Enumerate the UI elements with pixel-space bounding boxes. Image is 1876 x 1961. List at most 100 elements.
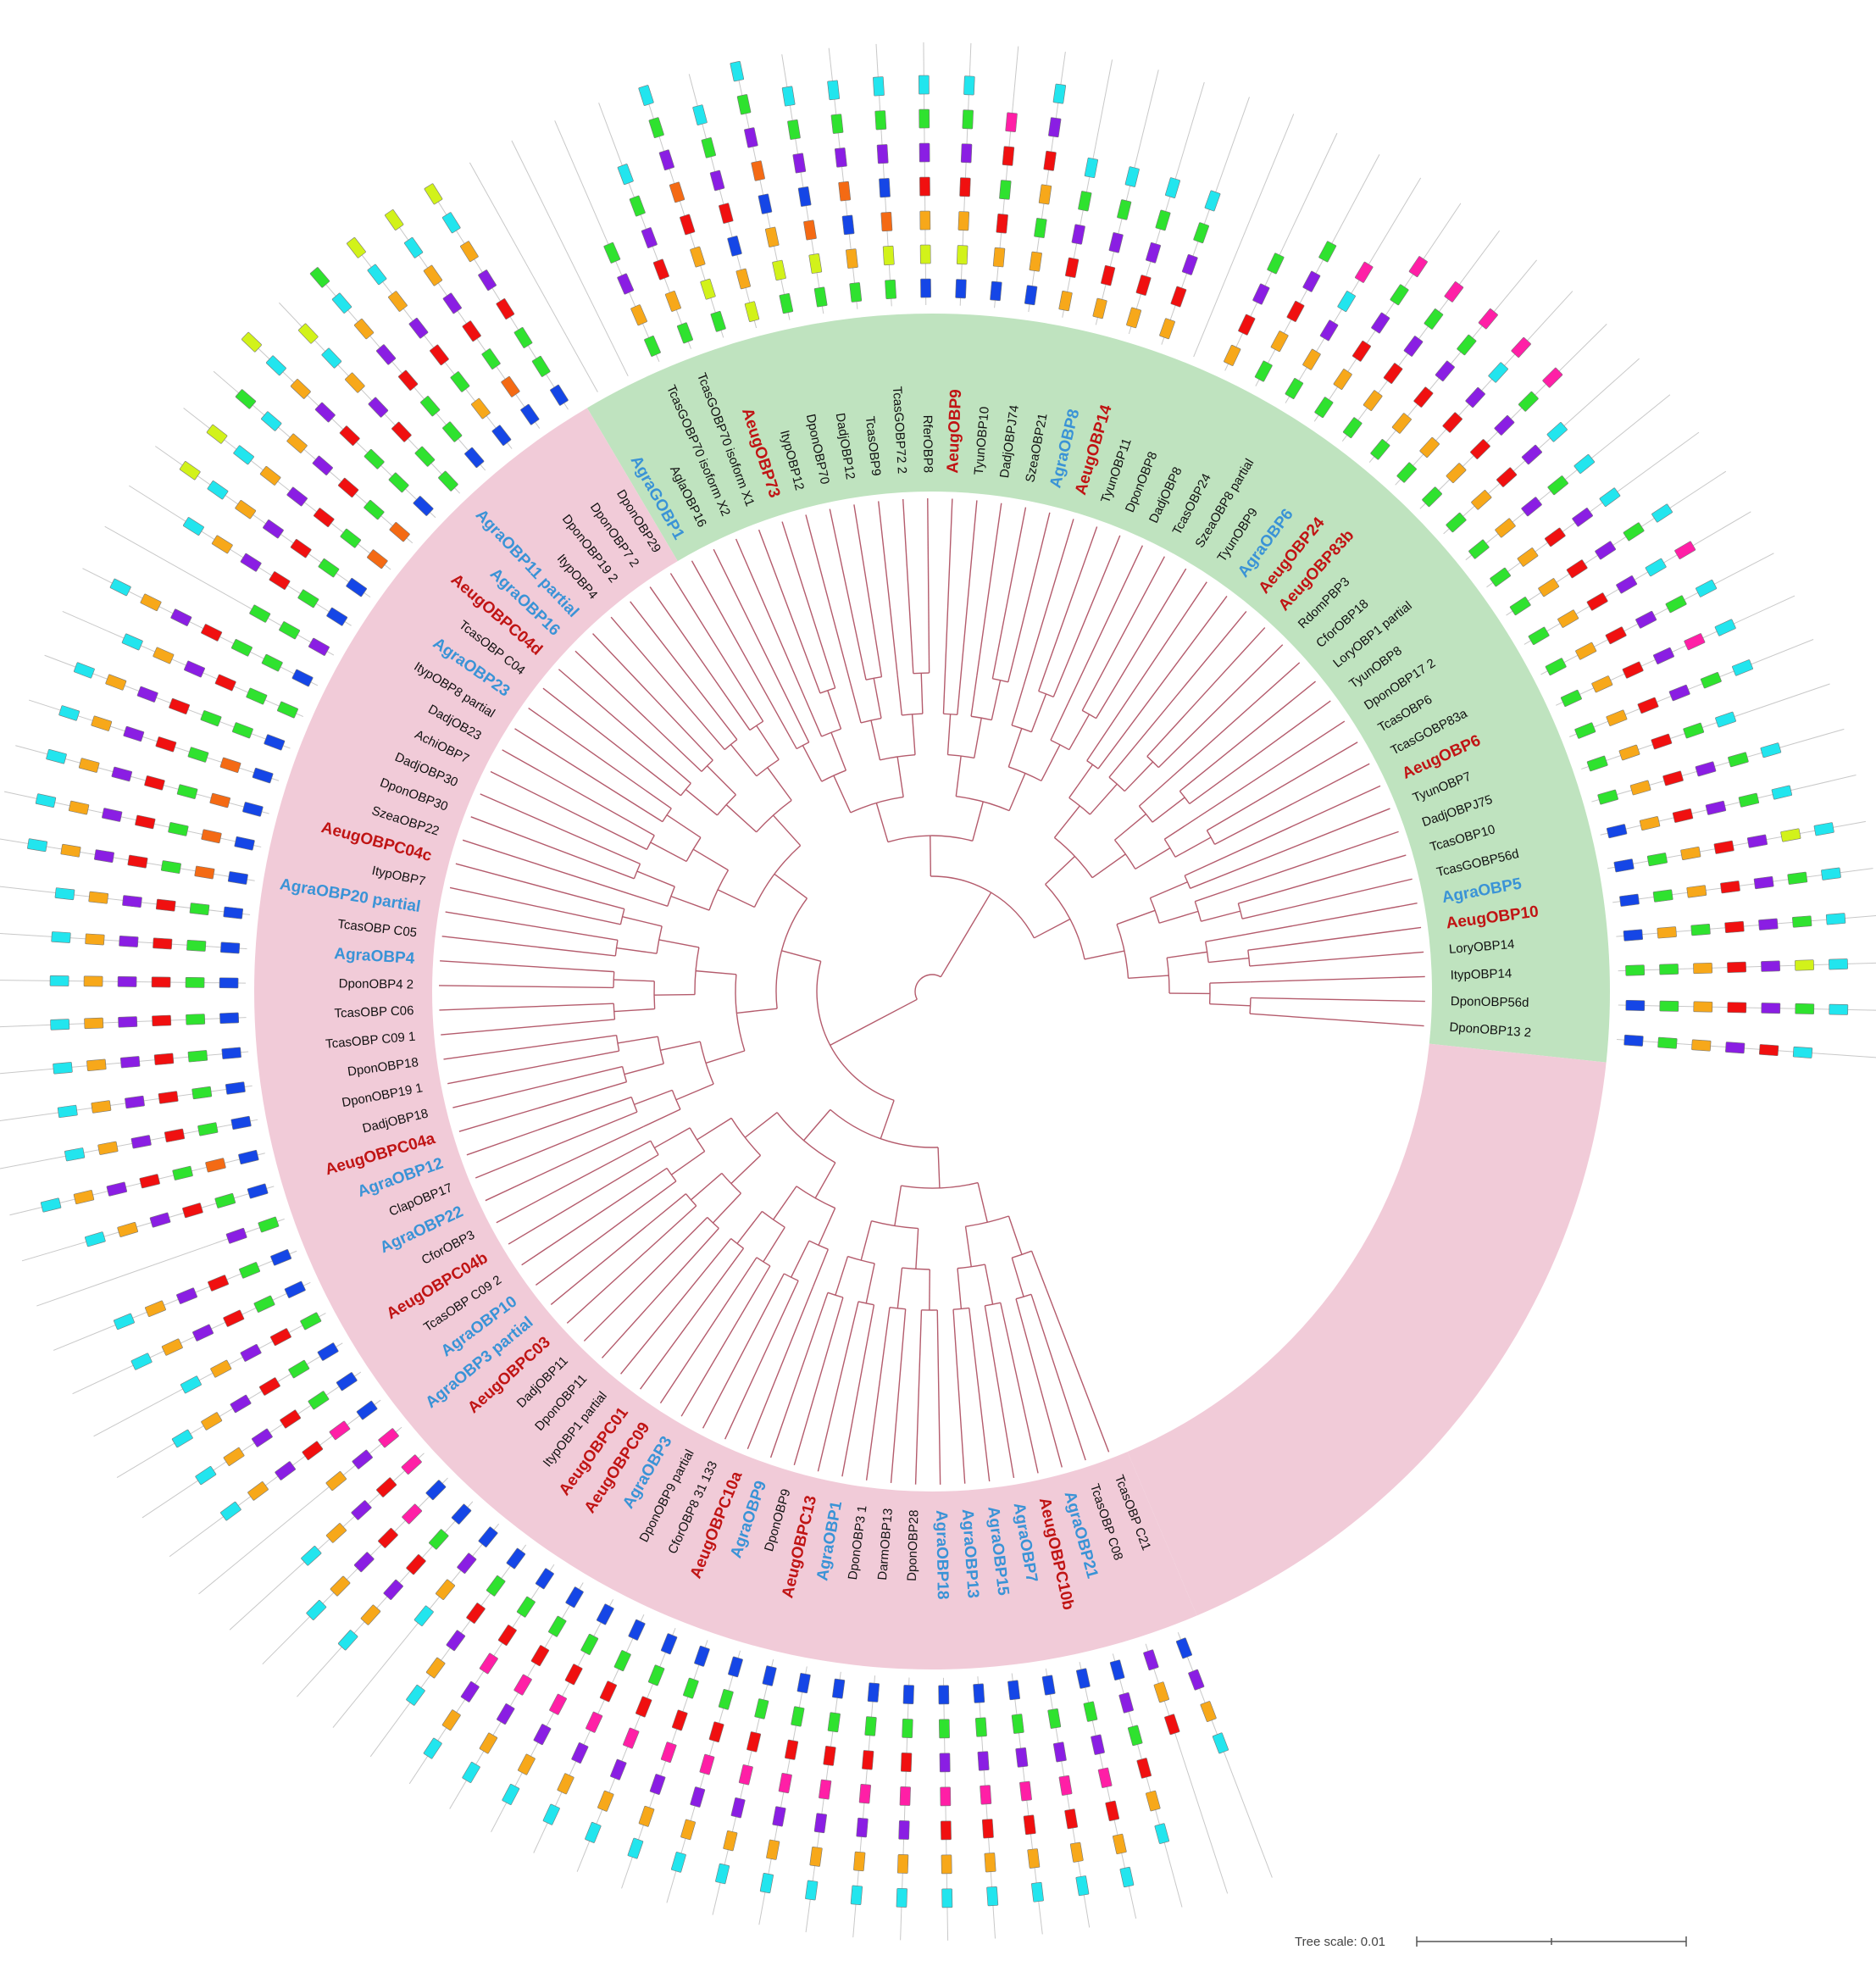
motif-box-blue bbox=[841, 214, 855, 236]
motif-box-magenta bbox=[401, 1454, 422, 1475]
motif-box-blue bbox=[1024, 285, 1038, 306]
motif-box-green bbox=[1422, 486, 1442, 508]
branch bbox=[984, 1264, 994, 1305]
motif-box-magenta bbox=[1444, 281, 1464, 303]
motif-box-purple bbox=[1371, 312, 1390, 334]
motif-box-blue bbox=[879, 178, 891, 198]
motif-box-orange bbox=[597, 1790, 614, 1812]
motif-box-purple bbox=[225, 1227, 247, 1244]
branch bbox=[649, 586, 751, 731]
branch bbox=[656, 925, 663, 954]
motif-box-magenta bbox=[819, 1779, 832, 1800]
motif-box-blue bbox=[284, 1280, 306, 1298]
motif-box-red bbox=[258, 1377, 280, 1396]
branch bbox=[835, 1256, 849, 1296]
branch bbox=[1233, 831, 1399, 889]
motif-box-green bbox=[974, 1717, 987, 1737]
branch bbox=[692, 848, 729, 871]
motif-box-green bbox=[288, 1359, 310, 1379]
motif-box-purple bbox=[442, 292, 462, 314]
branch bbox=[490, 770, 647, 850]
motif-box-purple bbox=[1725, 1042, 1746, 1054]
branch bbox=[514, 728, 663, 823]
motif-box-purple bbox=[617, 273, 635, 295]
motif-box-green bbox=[1665, 595, 1687, 614]
branch bbox=[680, 1265, 771, 1417]
branch bbox=[666, 814, 702, 838]
motif-box-magenta bbox=[940, 1786, 952, 1807]
motif-box-purple bbox=[1572, 508, 1593, 527]
branch bbox=[1245, 903, 1418, 936]
motif-box-orange bbox=[325, 1471, 347, 1492]
motif-box-green bbox=[1490, 567, 1511, 587]
motif-box-red bbox=[462, 320, 481, 342]
motif-box-green bbox=[1468, 539, 1490, 559]
motif-box-purple bbox=[275, 1461, 296, 1480]
motif-box-cyan bbox=[1599, 487, 1621, 507]
branch bbox=[977, 1182, 988, 1223]
motif-box-magenta bbox=[549, 1693, 567, 1715]
branch bbox=[630, 601, 738, 741]
motif-box-cyan bbox=[301, 1546, 322, 1566]
motif-box-red bbox=[1727, 1002, 1747, 1014]
motif-box-cyan bbox=[1696, 579, 1718, 597]
motif-box-cyan bbox=[827, 80, 841, 101]
branch bbox=[660, 1041, 701, 1051]
branch bbox=[705, 1050, 746, 1064]
branch bbox=[691, 1172, 723, 1201]
motif-box-orange bbox=[1126, 307, 1142, 329]
motif-box-red bbox=[959, 177, 971, 197]
motif-box-cyan bbox=[220, 1501, 241, 1521]
branch bbox=[1152, 797, 1185, 823]
motif-box-yellow bbox=[744, 301, 760, 322]
motif-box-dark_orange bbox=[194, 865, 215, 880]
motif-box-purple bbox=[460, 1680, 480, 1703]
branch bbox=[1249, 951, 1424, 967]
motif-box-purple bbox=[117, 975, 137, 987]
motif-box-orange bbox=[211, 535, 233, 554]
motif-box-red bbox=[144, 775, 165, 791]
leaf-spoke bbox=[1465, 394, 1671, 561]
motif-box-cyan bbox=[54, 887, 75, 901]
motif-box-green bbox=[1509, 597, 1531, 616]
branch bbox=[1015, 1298, 1063, 1468]
motif-box-purple bbox=[119, 936, 139, 947]
branch bbox=[691, 560, 797, 749]
motif-box-cyan bbox=[759, 1873, 774, 1894]
branch bbox=[1095, 568, 1187, 719]
motif-box-cyan bbox=[58, 705, 80, 721]
motif-box-cyan bbox=[805, 1880, 819, 1901]
branch bbox=[902, 713, 923, 716]
branch bbox=[466, 1096, 632, 1156]
motif-box-red bbox=[1605, 626, 1627, 645]
branch bbox=[865, 1263, 875, 1304]
branch bbox=[965, 1215, 1009, 1227]
branch bbox=[767, 767, 792, 801]
motif-box-red bbox=[680, 214, 696, 236]
motif-box-blue bbox=[902, 1685, 914, 1704]
motif-box-orange bbox=[78, 758, 100, 773]
motif-box-red bbox=[1023, 1814, 1036, 1836]
branch bbox=[1250, 1013, 1424, 1027]
branch bbox=[1135, 847, 1171, 870]
motif-box-red bbox=[1720, 881, 1740, 894]
motif-box-blue bbox=[234, 836, 255, 851]
motif-box-green bbox=[813, 286, 828, 308]
motif-box-red bbox=[1238, 314, 1256, 336]
motif-box-magenta bbox=[1542, 367, 1563, 388]
motif-box-dark_orange bbox=[209, 792, 230, 808]
motif-box-dark_orange bbox=[751, 160, 765, 181]
motif-box-green bbox=[1586, 755, 1608, 772]
motif-box-blue bbox=[264, 734, 286, 751]
branch bbox=[1068, 714, 1091, 751]
leaf-spoke bbox=[1095, 69, 1159, 325]
motif-box-purple bbox=[368, 397, 389, 418]
motif-box-cyan bbox=[1075, 1875, 1090, 1897]
motif-box-green bbox=[516, 1596, 536, 1618]
branch bbox=[528, 708, 672, 809]
leaf-spoke bbox=[1128, 81, 1205, 335]
motif-box-green bbox=[613, 1650, 631, 1672]
motif-box-blue bbox=[252, 767, 274, 784]
motif-box-green bbox=[827, 1712, 841, 1733]
motif-box-magenta bbox=[738, 1764, 753, 1786]
